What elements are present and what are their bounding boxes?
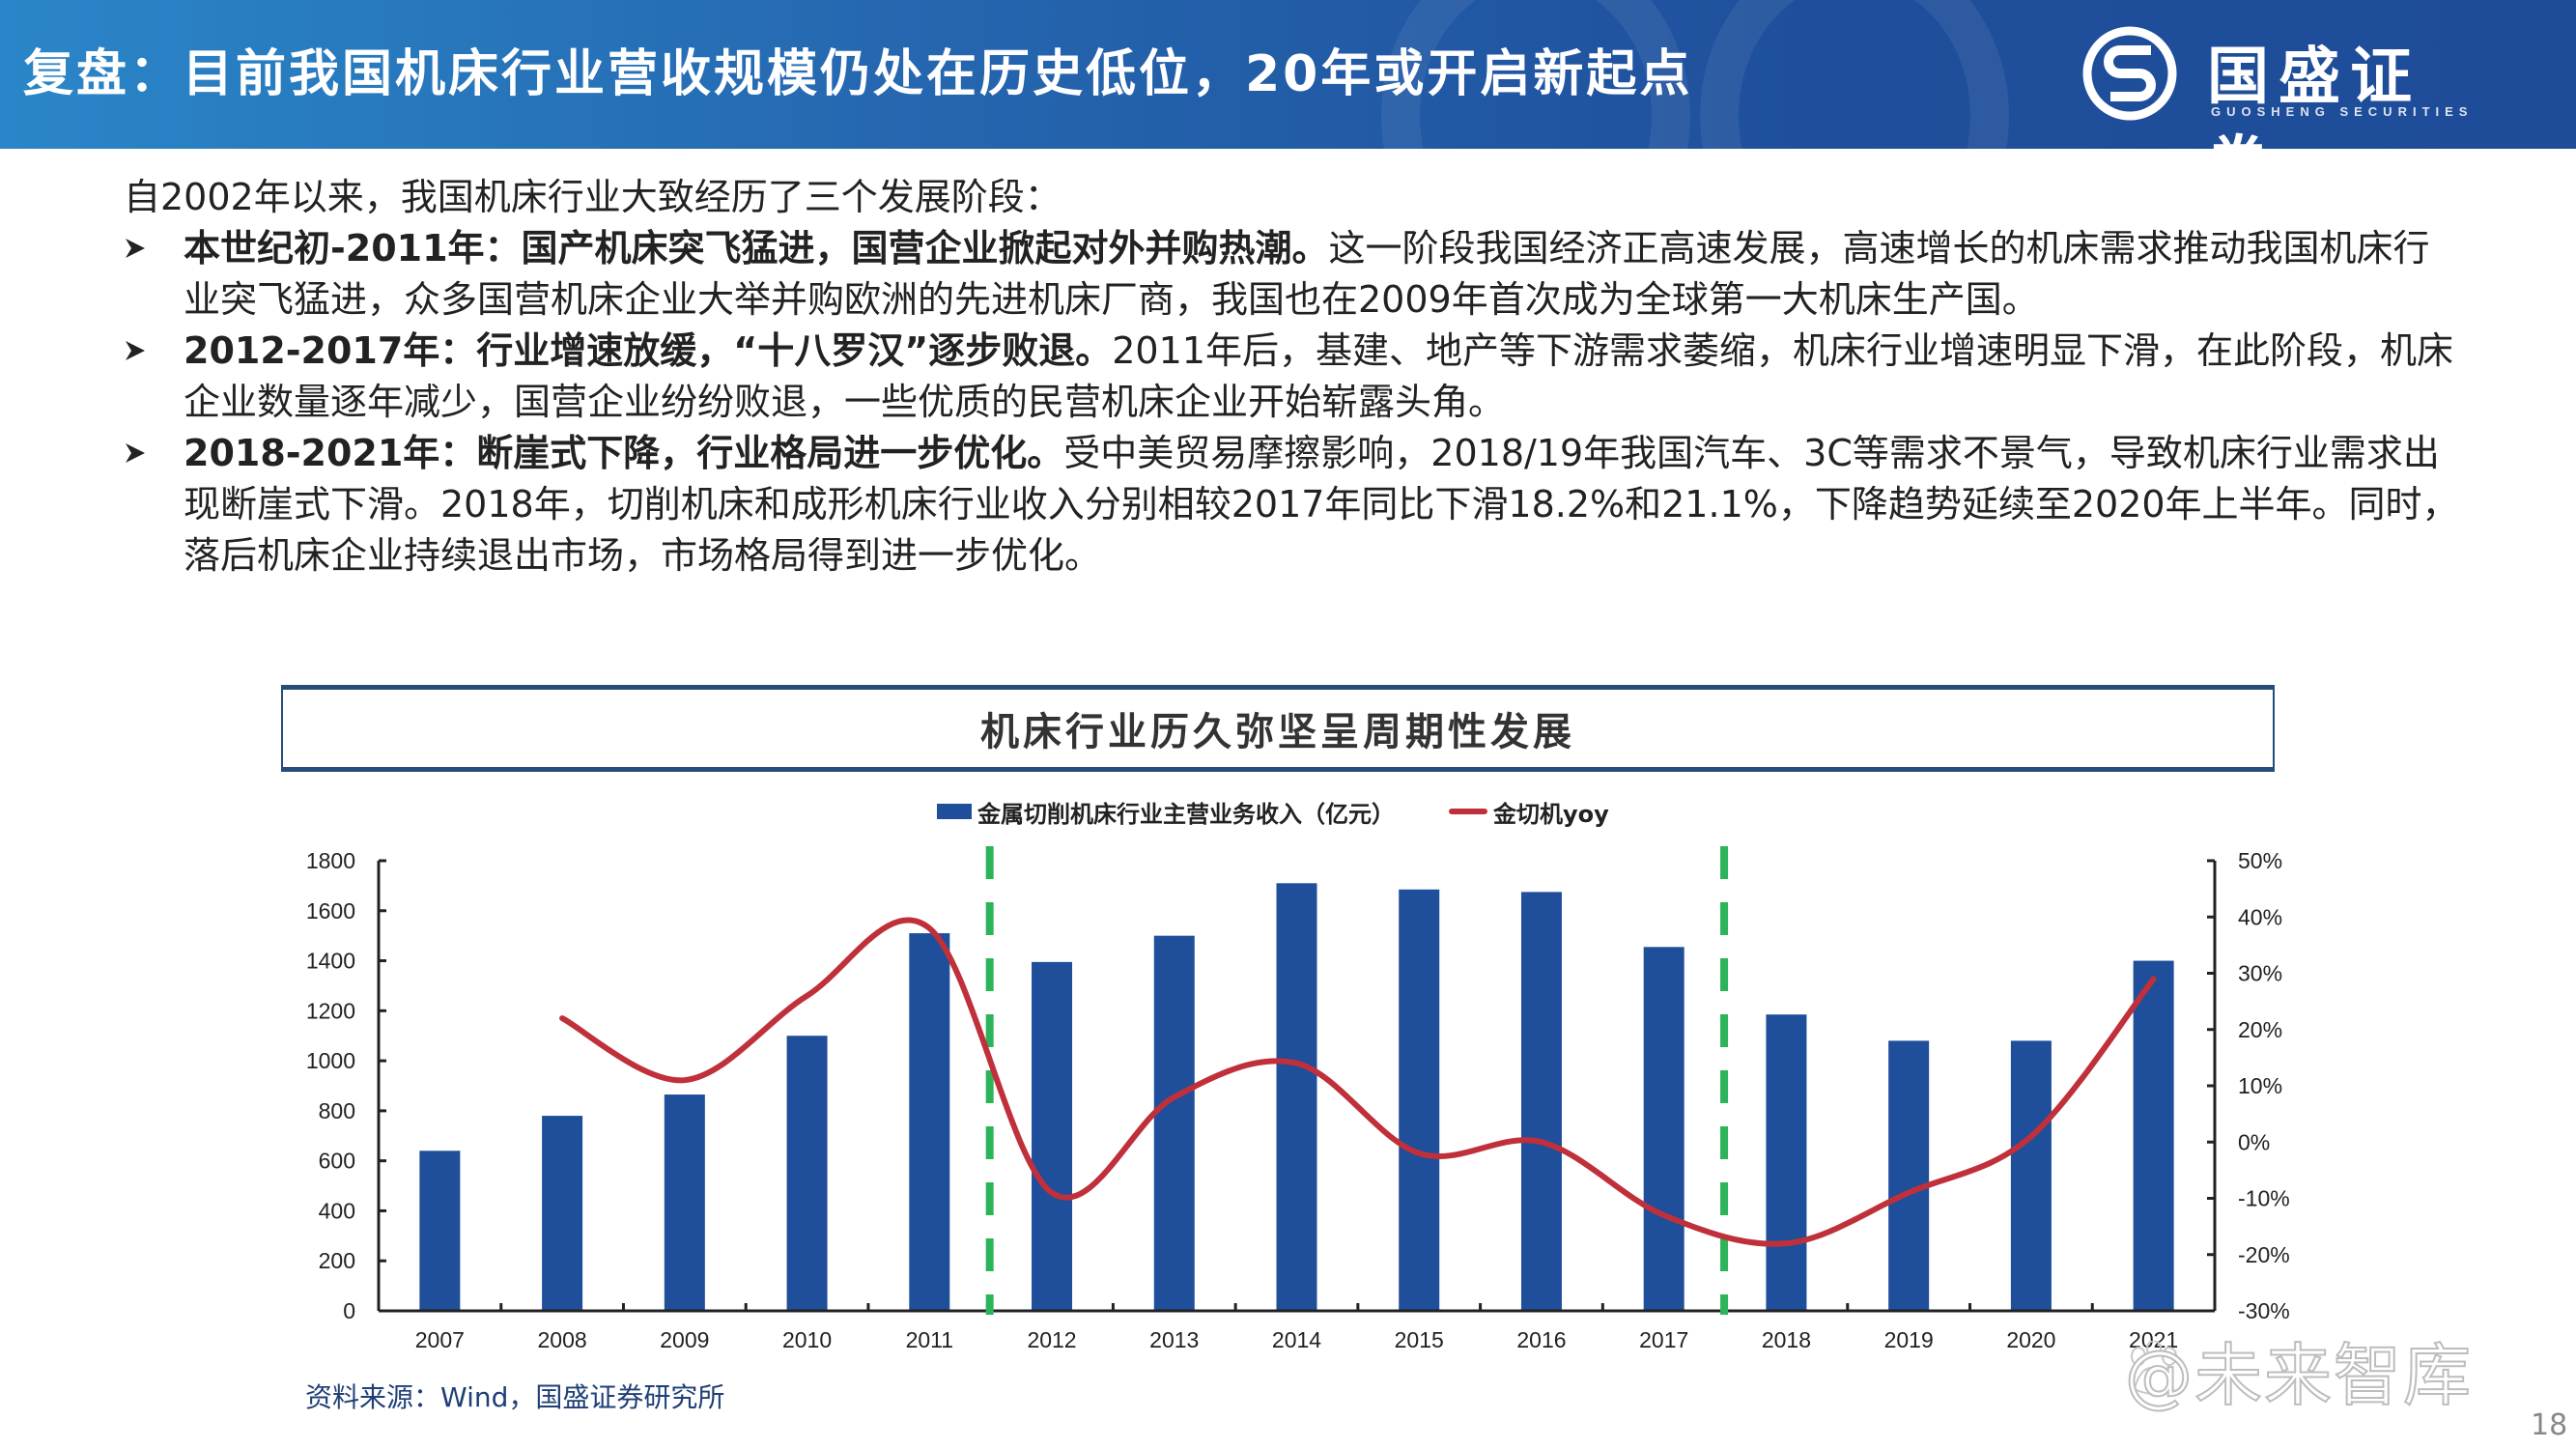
page-number: 18	[2531, 1408, 2568, 1442]
guosheng-logo-icon	[2082, 26, 2177, 121]
bullet-stage-2: 2012-2017年：行业增速放缓，“十八罗汉”逐步败退。2011年后，基建、地…	[124, 326, 2461, 428]
left-tick-label: 1000	[306, 1048, 355, 1073]
logo-text-cn: 国盛证券	[2207, 42, 2421, 149]
bar-2009	[664, 1094, 705, 1311]
right-tick-label: -10%	[2238, 1186, 2290, 1211]
x-tick-label: 2007	[415, 1327, 465, 1352]
logo-text-en: GUOSHENG SECURITIES	[2211, 104, 2474, 119]
right-tick-label: 0%	[2238, 1129, 2270, 1154]
right-tick-label: 30%	[2238, 961, 2282, 986]
x-tick-label: 2014	[1272, 1327, 1321, 1352]
bar-2019	[1888, 1040, 1930, 1311]
bar-2011	[909, 933, 950, 1311]
bar-2012	[1032, 961, 1073, 1311]
bar-2018	[1766, 1014, 1807, 1311]
left-tick-label: 1600	[306, 898, 355, 923]
x-tick-label: 2018	[1762, 1327, 1811, 1352]
slide-header: 复盘：目前我国机床行业营收规模仍处在历史低位，20年或开启新起点 国盛证券 GU…	[0, 0, 2576, 149]
bar-2010	[786, 1036, 828, 1311]
x-tick-label: 2019	[1884, 1327, 1934, 1352]
right-tick-label: 20%	[2238, 1017, 2282, 1042]
x-tick-label: 2008	[538, 1327, 587, 1352]
x-tick-label: 2011	[906, 1327, 953, 1352]
right-tick-label: 50%	[2238, 848, 2282, 873]
arrow-bullet-icon	[126, 341, 145, 360]
chart-legend: 金属切削机床行业主营业务收入（亿元） 金切机yoy	[937, 792, 1609, 831]
x-tick-label: 2020	[2006, 1327, 2055, 1352]
bar-2021	[2133, 960, 2174, 1311]
bar-2016	[1520, 892, 1562, 1311]
chart-title: 机床行业历久弥坚呈周期性发展	[980, 710, 1575, 754]
right-tick-label: 40%	[2238, 904, 2282, 929]
left-tick-label: 800	[319, 1098, 355, 1123]
bullet-text: 2011年后，基建、地产等下游需求萎缩，机床行业增速明显下滑，在此阶段，机床企业…	[184, 329, 2453, 423]
bullet-heading: 2018-2021年：断崖式下降，行业格局进一步优化。	[184, 432, 1064, 474]
x-tick-label: 2017	[1639, 1327, 1688, 1352]
left-tick-label: 1800	[306, 848, 355, 873]
right-tick-label: -20%	[2238, 1242, 2290, 1267]
left-tick-label: 400	[319, 1198, 355, 1223]
bullet-stage-1: 本世纪初-2011年：国产机床突飞猛进，国营企业掀起对外并购热潮。这一阶段我国经…	[124, 223, 2461, 326]
watermark-text: @未来智库	[2124, 1335, 2473, 1416]
right-tick-label: 10%	[2238, 1073, 2282, 1098]
legend-line-swatch	[1449, 809, 1487, 814]
source-note: 资料来源：Wind，国盛证券研究所	[305, 1381, 725, 1413]
x-tick-label: 2013	[1149, 1327, 1199, 1352]
bar-2015	[1399, 889, 1440, 1311]
company-logo: 国盛证券 GUOSHENG SECURITIES	[2081, 21, 2487, 149]
bullet-text: 这一阶段我国经济正高速发展，高速增长的机床需求推动我国机床行业突飞猛进，众多国营…	[184, 227, 2430, 321]
legend-bar-label: 金属切削机床行业主营业务收入（亿元）	[977, 800, 1395, 828]
x-tick-label: 2009	[660, 1327, 709, 1352]
legend-bar-swatch	[937, 804, 972, 819]
bar-2020	[2010, 1040, 2052, 1311]
left-tick-label: 200	[319, 1248, 355, 1273]
left-tick-label: 1200	[306, 998, 355, 1023]
bullet-heading: 本世纪初-2011年：国产机床突飞猛进，国营企业掀起对外并购热潮。	[184, 227, 1329, 270]
left-tick-label: 0	[343, 1298, 355, 1323]
x-tick-label: 2015	[1395, 1327, 1444, 1352]
chart-title-box: 机床行业历久弥坚呈周期性发展	[281, 685, 2275, 772]
legend-line-label: 金切机yoy	[1493, 800, 1609, 828]
bar-2007	[419, 1151, 461, 1311]
bar-2017	[1643, 947, 1684, 1311]
baidu-paw-icon	[2131, 1341, 2177, 1395]
yoy-line	[559, 917, 2157, 1247]
bullet-text: 受中美贸易摩擦影响，2018/19年我国汽车、3C等需求不景气，导致机床行业需求…	[184, 432, 2459, 577]
arrow-bullet-icon	[126, 239, 145, 258]
x-tick-label: 2012	[1027, 1327, 1076, 1352]
bullet-heading: 2012-2017年：行业增速放缓，“十八罗汉”逐步败退。	[184, 329, 1113, 372]
right-tick-label: -30%	[2238, 1298, 2290, 1323]
bar-2013	[1153, 935, 1195, 1311]
bullet-stage-3: 2018-2021年：断崖式下降，行业格局进一步优化。受中美贸易摩擦影响，201…	[124, 428, 2461, 582]
bar-2014	[1276, 883, 1317, 1311]
bar-2008	[542, 1116, 583, 1311]
x-tick-label: 2016	[1516, 1327, 1566, 1352]
slide-title: 复盘：目前我国机床行业营收规模仍处在历史低位，20年或开启新起点	[23, 45, 1693, 103]
arrow-bullet-icon	[126, 443, 145, 463]
left-tick-label: 600	[319, 1149, 355, 1174]
intro-paragraph: 自2002年以来，我国机床行业大致经历了三个发展阶段：	[124, 176, 1062, 218]
left-tick-label: 1400	[306, 949, 355, 974]
x-tick-label: 2010	[782, 1327, 832, 1352]
body-text: 自2002年以来，我国机床行业大致经历了三个发展阶段： 本世纪初-2011年：国…	[124, 172, 2461, 582]
